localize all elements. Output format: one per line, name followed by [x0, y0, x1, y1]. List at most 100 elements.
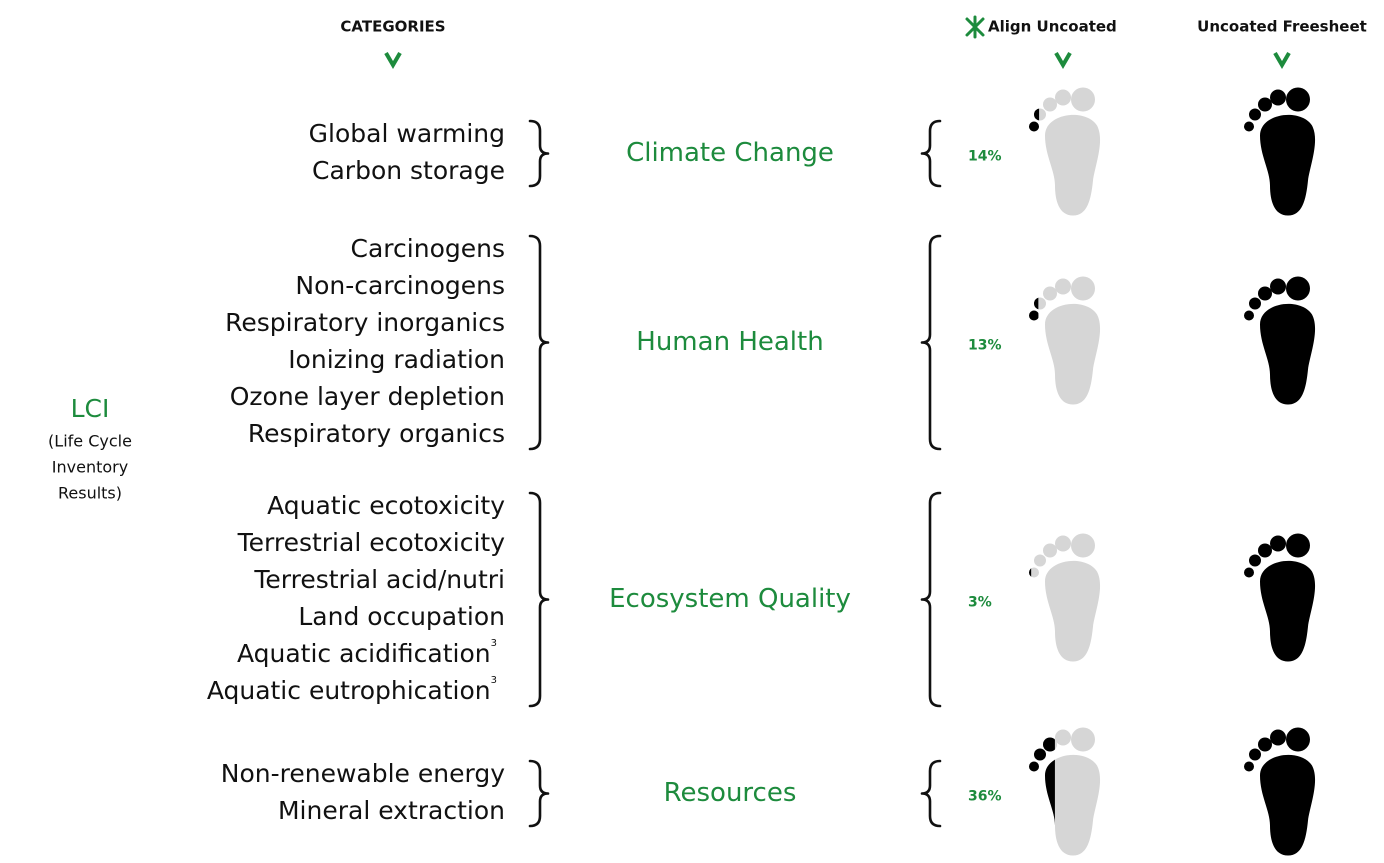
footprint-grey — [1043, 286, 1057, 301]
footprint-grey — [1055, 278, 1071, 295]
footprint-black — [1260, 560, 1316, 662]
item-text: Aquatic acidification — [237, 639, 491, 668]
footprint-black — [1249, 108, 1261, 121]
item-text: Land occupation — [298, 602, 505, 631]
item-text: Carcinogens — [351, 234, 505, 263]
footprint-black — [1249, 554, 1261, 567]
left-brace — [920, 234, 942, 451]
footprint-grey — [1055, 729, 1071, 746]
percent-label: 13% — [968, 338, 1002, 354]
footprint-black — [1045, 759, 1055, 825]
category-item: Carcinogens — [351, 234, 505, 263]
align-icon — [965, 15, 985, 39]
category-item: Non-renewable energy — [221, 759, 505, 788]
footprint-grey — [1045, 303, 1101, 405]
footprint-black — [1244, 567, 1254, 578]
item-text: Aquatic eutrophication — [207, 676, 491, 705]
footprint-grey — [1043, 97, 1057, 112]
footprint-black — [1043, 737, 1055, 752]
percent-label: 3% — [968, 595, 992, 611]
item-note: 3 — [491, 638, 497, 649]
category-item: Terrestrial ecotoxicity — [237, 528, 506, 557]
left-brace — [920, 119, 942, 188]
align-footprint — [1029, 533, 1101, 662]
group-name: Resources — [664, 778, 797, 808]
uncoated-footprint — [1244, 87, 1316, 216]
footprint-grey — [1071, 87, 1095, 112]
category-item: Mineral extraction — [278, 796, 505, 825]
footprint-grey — [1055, 89, 1071, 106]
footprint-black — [1260, 303, 1316, 405]
footprint-black — [1286, 727, 1310, 752]
item-text: Carbon storage — [312, 156, 505, 185]
categories-header: CATEGORIES — [340, 18, 445, 36]
footprint-grey — [1045, 754, 1101, 856]
footprint-share — [1029, 737, 1055, 825]
right-brace — [528, 491, 550, 708]
footprint-grey — [1029, 567, 1039, 578]
footprint-grey — [1055, 535, 1071, 552]
footprint-black — [1029, 310, 1039, 321]
footprint-black — [1270, 89, 1286, 106]
footprint-black — [1244, 310, 1254, 321]
uncoated-footprint — [1244, 533, 1316, 662]
footprint-black — [1258, 737, 1272, 752]
lci-subtitle: (Life Cycle — [48, 432, 132, 451]
category-item: Respiratory organics — [248, 419, 505, 448]
footprint-black — [1034, 748, 1046, 761]
footprint-grey — [1045, 560, 1101, 662]
footprint-share — [1029, 297, 1039, 321]
percent-label: 36% — [968, 789, 1002, 805]
item-text: Terrestrial ecotoxicity — [237, 528, 506, 557]
group-name: Ecosystem Quality — [609, 584, 851, 614]
item-text: Respiratory organics — [248, 419, 505, 448]
footprint-black — [1029, 121, 1039, 132]
footprint-black — [1270, 535, 1286, 552]
footprint-black — [1270, 729, 1286, 746]
item-text: Aquatic ecotoxicity — [267, 491, 505, 520]
footprint-black — [1258, 286, 1272, 301]
item-text: Non-carcinogens — [295, 271, 505, 300]
footprint-black — [1286, 276, 1310, 301]
category-item: Respiratory inorganics — [225, 308, 505, 337]
footprint-grey — [1043, 543, 1057, 558]
uncoated-footprint — [1244, 727, 1316, 856]
group-name: Human Health — [636, 327, 823, 357]
item-text: Non-renewable energy — [221, 759, 505, 788]
uncoated-footprint — [1244, 276, 1316, 405]
footprint-black — [1034, 108, 1040, 121]
left-brace — [920, 491, 942, 708]
align-footprint — [1029, 87, 1101, 216]
footprint-share — [1029, 568, 1032, 577]
item-text: Global warming — [309, 119, 505, 148]
category-item: Global warming — [309, 119, 505, 148]
category-item: Aquatic eutrophication3 — [207, 675, 497, 705]
left-brace — [920, 759, 942, 828]
category-item: Aquatic acidification3 — [237, 638, 497, 668]
category-item: Non-carcinogens — [295, 271, 505, 300]
category-item: Land occupation — [298, 602, 505, 631]
footprint-grey — [1045, 114, 1101, 216]
category-item: Aquatic ecotoxicity — [267, 491, 505, 520]
footprint-black — [1244, 121, 1254, 132]
item-text: Ozone layer depletion — [230, 382, 505, 411]
item-text: Ionizing radiation — [288, 345, 505, 374]
right-brace — [528, 119, 550, 188]
footprint-black — [1258, 543, 1272, 558]
category-item: Ionizing radiation — [288, 345, 505, 374]
footprint-black — [1244, 761, 1254, 772]
chevrons — [384, 51, 1291, 69]
footprint-black — [1249, 748, 1261, 761]
align-footprint — [1029, 276, 1101, 405]
lci-subtitle: Results) — [58, 484, 122, 503]
footprint-grey — [1071, 533, 1095, 558]
footprint-black — [1029, 761, 1039, 772]
footprint-black — [1260, 114, 1316, 216]
footprint-black — [1260, 754, 1316, 856]
uncoated-header: Uncoated Freesheet — [1197, 18, 1367, 36]
footprint-grey — [1071, 727, 1095, 752]
item-text: Terrestrial acid/nutri — [253, 565, 505, 594]
footprint-black — [1249, 297, 1261, 310]
